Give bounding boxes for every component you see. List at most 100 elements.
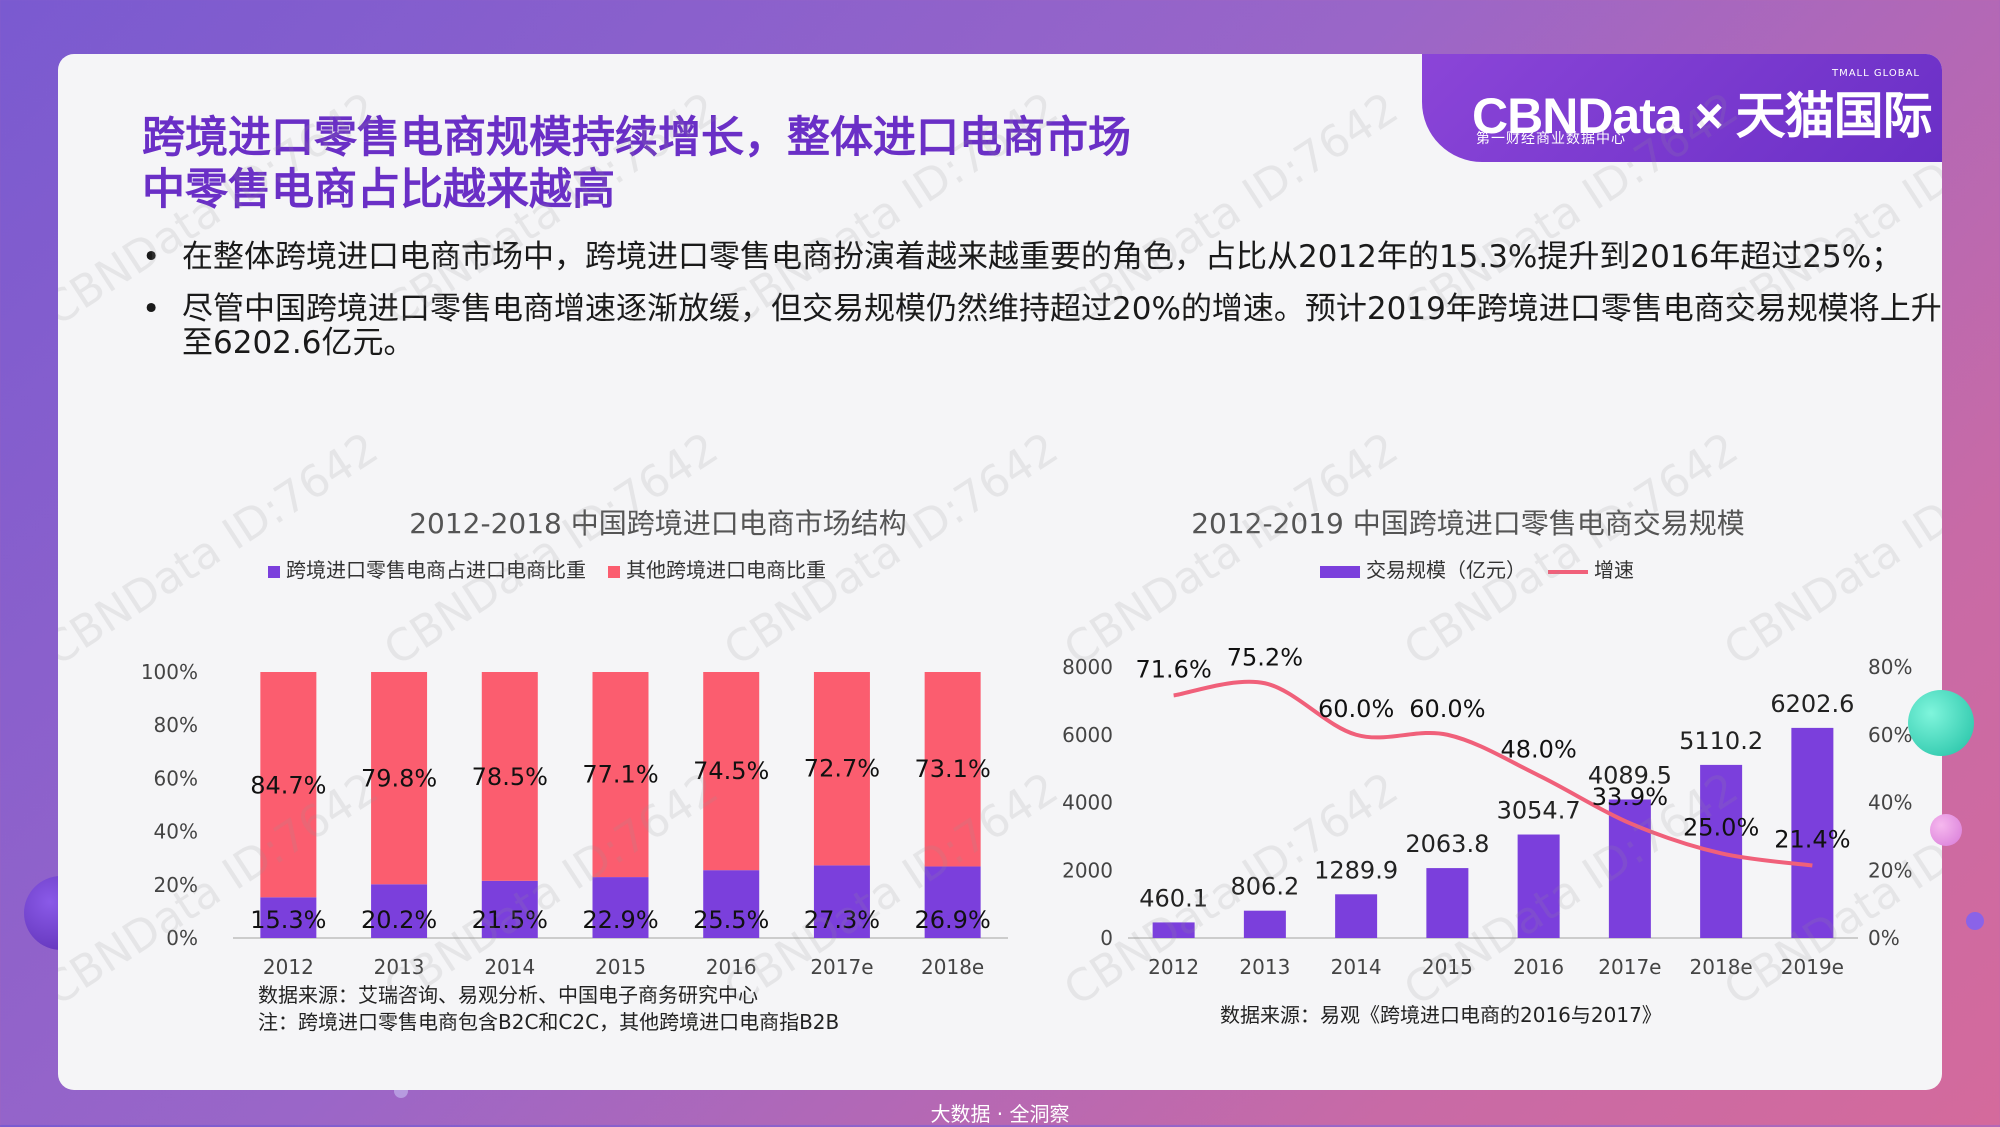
footer-tagline: 大数据 · 全洞察 (930, 1102, 1070, 1126)
bullet-item: 尽管中国跨境进口零售电商增速逐渐放缓，但交易规模仍然维持超过20%的增速。预计2… (142, 292, 1942, 360)
data-label: 22.9% (582, 906, 658, 934)
legend-item: 其他跨境进口电商比重 (608, 554, 826, 583)
legend-label: 交易规模（亿元） (1366, 558, 1526, 582)
brand-tmall-label: TMALL GLOBAL (1831, 68, 1920, 79)
x-tick-label: 2017e (1598, 955, 1661, 979)
bar-other-share (260, 672, 317, 898)
chart2-title: 2012-2019 中国跨境进口零售电商交易规模 (1191, 507, 1745, 540)
legend-swatch-red (608, 565, 620, 578)
source-line: 注：跨境进口零售电商包含B2C和C2C，其他跨境进口电商指B2B (258, 1010, 840, 1034)
bar-retail-share (813, 865, 870, 938)
bar-retail-share (371, 884, 428, 938)
x-tick-label: 2018e (1690, 955, 1753, 979)
y-tick-label-left: 8000 (1062, 655, 1113, 679)
legend-item: 交易规模（亿元） (1320, 554, 1526, 583)
bar-value-label: 6202.6 (1770, 690, 1854, 718)
legend-swatch-purple (1320, 565, 1360, 578)
bar-value-label: 806.2 (1231, 873, 1300, 901)
legend-swatch-purple (268, 565, 280, 578)
y-tick-label: 60% (154, 766, 198, 790)
bullet-list: 在整体跨境进口电商市场中，跨境进口零售电商扮演着越来越重要的角色，占比从2012… (142, 240, 1942, 378)
legend-item: 增速 (1548, 554, 1634, 583)
chart1-legend: 跨境进口零售电商占进口电商比重 其他跨境进口电商比重 (268, 554, 826, 583)
x-tick-label: 2018e (921, 955, 984, 979)
legend-label: 增速 (1594, 558, 1634, 582)
bar-other-share (813, 672, 870, 866)
legend-line-red (1548, 569, 1588, 574)
data-label: 26.9% (915, 906, 991, 934)
growth-rate-label: 71.6% (1136, 655, 1212, 683)
growth-rate-label: 48.0% (1501, 735, 1577, 763)
growth-rate-label: 60.0% (1409, 695, 1485, 723)
brand-subtitle: 第一财经商业数据中心 (1476, 131, 1626, 147)
y-tick-label-left: 0 (1100, 926, 1113, 950)
x-tick-label: 2016 (1513, 955, 1564, 979)
bar-retail-share (924, 866, 981, 938)
data-label: 25.5% (693, 906, 769, 934)
data-label: 15.3% (250, 906, 326, 934)
bar-transaction-volume (1335, 894, 1378, 938)
bar-other-share (592, 672, 649, 878)
page-title: 跨境进口零售电商规模持续增长，整体进口电商市场 中零售电商占比越来越高 (142, 112, 1131, 216)
bar-transaction-volume (1608, 799, 1651, 938)
decor-dot (1908, 690, 1974, 756)
bar-value-label: 460.1 (1139, 884, 1208, 912)
x-tick-label: 2014 (1331, 955, 1382, 979)
chart1-svg: 0% 20% 40% 60% 80% 100% 15.3% 84.7% 2012 20.2% 79.… (141, 660, 1008, 979)
growth-rate-label: 33.9% (1592, 783, 1668, 811)
data-label: 74.5% (693, 757, 769, 785)
bar-transaction-volume (1791, 727, 1834, 938)
chart2-legend: 交易规模（亿元） 增速 (1320, 554, 1634, 583)
growth-rate-label: 75.2% (1227, 643, 1303, 671)
bullet-item: 在整体跨境进口电商市场中，跨境进口零售电商扮演着越来越重要的角色，占比从2012… (142, 240, 1942, 274)
x-tick-label: 2013 (1239, 955, 1290, 979)
bar-retail-share (703, 870, 760, 938)
data-label: 27.3% (804, 906, 880, 934)
data-label: 84.7% (250, 772, 326, 800)
y-tick-label: 100% (141, 660, 198, 684)
decor-dot (1966, 912, 1984, 930)
data-label: 79.8% (361, 765, 437, 793)
chart2-svg: 0 2000 4000 6000 8000 0% 20% 40% 60% 80% 460.1 2012… (1062, 643, 1912, 979)
y-tick-label-right: 20% (1868, 858, 1912, 882)
brand-header: CBNData × 天猫国际 第一财经商业数据中心 TMALL GLOBAL (1422, 54, 1942, 162)
y-tick-label: 40% (154, 820, 198, 844)
chart1-source: 数据来源：艾瑞咨询、易观分析、中国电子商务研究中心 注：跨境进口零售电商包含B2… (258, 982, 839, 1036)
bar-value-label: 4089.5 (1588, 761, 1672, 789)
data-label: 78.5% (472, 763, 548, 791)
y-tick-label-left: 2000 (1062, 858, 1113, 882)
bar-transaction-volume (1517, 834, 1560, 938)
bar-transaction-volume (1152, 922, 1195, 938)
y-tick-label-right: 40% (1868, 791, 1912, 815)
chart1-title: 2012-2018 中国跨境进口电商市场结构 (409, 507, 907, 540)
x-tick-label: 2013 (374, 955, 425, 979)
bar-other-share (481, 672, 538, 881)
y-tick-label-right: 60% (1868, 723, 1912, 747)
y-tick-label: 0% (166, 926, 198, 950)
growth-rate-label: 21.4% (1774, 826, 1850, 854)
y-tick-label: 20% (154, 873, 198, 897)
y-tick-label: 80% (154, 713, 198, 737)
growth-rate-label: 25.0% (1683, 813, 1759, 841)
x-tick-label: 2016 (706, 955, 757, 979)
bar-transaction-volume (1243, 910, 1286, 938)
bar-value-label: 2063.8 (1405, 830, 1489, 858)
bar-value-label: 5110.2 (1679, 727, 1763, 755)
legend-label: 跨境进口零售电商占进口电商比重 (286, 558, 586, 582)
source-line: 数据来源：易观《跨境进口电商的2016与2017》 (1220, 1003, 1662, 1027)
bar-retail-share (481, 880, 538, 938)
x-tick-label: 2014 (484, 955, 535, 979)
y-tick-label-right: 0% (1868, 926, 1900, 950)
page-title-line: 跨境进口零售电商规模持续增长，整体进口电商市场 (142, 113, 1131, 163)
legend-item: 跨境进口零售电商占进口电商比重 (268, 554, 586, 583)
growth-rate-line (1173, 679, 1813, 868)
legend-label: 其他跨境进口电商比重 (626, 558, 826, 582)
bar-other-share (703, 672, 760, 871)
x-tick-label: 2017e (810, 955, 873, 979)
x-tick-label: 2015 (595, 955, 646, 979)
data-label: 21.5% (472, 906, 548, 934)
bar-value-label: 3054.7 (1497, 797, 1581, 825)
bar-retail-share (260, 897, 317, 938)
y-tick-label-left: 4000 (1062, 791, 1113, 815)
source-line: 数据来源：艾瑞咨询、易观分析、中国电子商务研究中心 (258, 983, 758, 1007)
